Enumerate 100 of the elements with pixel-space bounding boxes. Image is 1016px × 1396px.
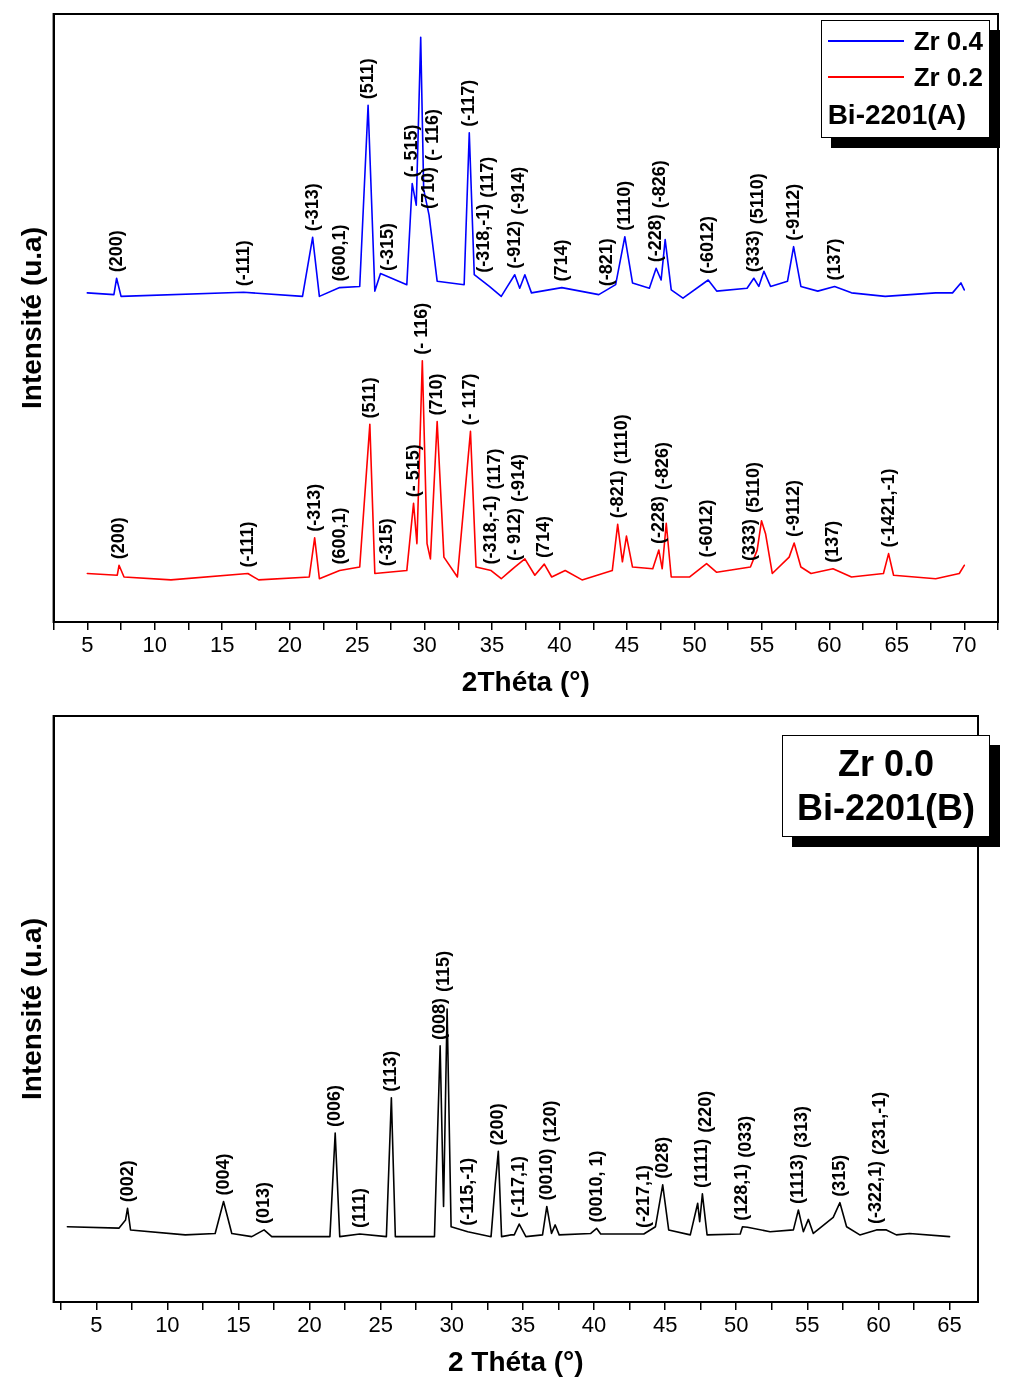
x-tick-label: 25 [344,632,370,658]
annotation: (-313) [301,183,322,232]
annotation: (-115,-1) [456,1157,477,1226]
x-tick-label: 50 [723,1312,749,1338]
annotation: (- 117) [459,373,480,426]
x-tick-label: 40 [581,1312,607,1338]
x-tick-label: 5 [90,1312,103,1338]
annotation: (-318,-1) [480,495,501,565]
annotation: (-9112) [782,183,803,241]
x-tick-label: 10 [142,632,168,658]
annotation: (006) [324,1084,345,1127]
annotation: (-217,1) [632,1164,653,1229]
x-tick-label: 10 [155,1312,180,1338]
x-tick-label: 60 [866,1312,891,1338]
annotation: (220) [695,1090,716,1133]
annotation: (- 515) [402,444,423,498]
annotation: (-9112) [783,480,804,538]
annotation: (013) [253,1181,274,1224]
annotation: (333) [742,230,763,273]
annotation: (-315) [375,518,396,567]
annotation: (600,1) [328,224,349,282]
annotation: (002) [116,1160,137,1203]
annotation: (033) [735,1115,756,1158]
annotation: (-6012) [697,215,718,274]
x-tick-label: 65 [937,1312,962,1338]
annotation: (113) [380,1050,401,1092]
x-tick-label: 15 [226,1312,251,1338]
annotation: (-914) [507,166,528,215]
annotation: (-111) [236,521,257,568]
annotation: (511) [358,377,379,419]
annotation: (-1421,-1) [877,468,898,548]
annotation: (-117,1) [508,1156,529,1219]
annotation: (137) [823,238,844,281]
x-tick-label: 20 [277,632,302,658]
annotation: (710) [426,373,447,416]
annotation: (1110) [610,414,631,465]
x-tick-label: 40 [547,632,572,658]
annotation: (-6012) [695,499,716,558]
annotation: (137) [821,520,842,563]
annotation: (5110) [743,461,764,514]
annotation: (128,1) [731,1163,752,1221]
annotation: (511) [357,58,378,100]
legend-title: Bi-2201(A) [827,98,968,132]
annotation: (004) [212,1153,233,1196]
annotation: (-111) [232,240,253,287]
annotation: (- 912) [503,508,524,562]
annotation: (-821) [606,470,627,519]
x-tick-label: 45 [652,1312,678,1338]
annotation: (200) [108,517,128,560]
annotation: (315) [828,1154,849,1197]
legend-label: Zr 0.2 [913,61,983,94]
annotation: (-821) [595,238,616,287]
annotation: (714) [533,516,554,559]
annotation: (-315) [377,223,398,272]
x-axis-title: 2Théta (°) [461,665,590,697]
legend-label: Zr 0.4 [913,25,983,58]
annotation: (5110) [746,173,767,225]
x-axis-title: 2 Théta (°) [447,1345,584,1377]
x-tick-label: 25 [368,1312,393,1338]
x-tick-label: 70 [952,632,977,658]
annotation: (-914) [507,454,528,503]
x-tick-label: 15 [210,632,235,658]
text: Zr 0.0 [837,742,934,786]
x-tick-label: 45 [614,632,640,658]
annotation: (-117) [458,79,479,127]
annotation: (- 116) [422,109,443,162]
x-tick-label: 30 [412,632,437,658]
annotation: (120) [539,1100,560,1143]
annotation: (600,1) [328,507,349,565]
annotation: (-228) [647,496,668,545]
annotation: (-912) [503,220,524,269]
annotation: (117) [476,156,497,198]
annotation: (231,-1) [869,1091,890,1155]
annotation: (117) [484,448,505,490]
annotation: (-313) [303,483,324,532]
annotation: (-318,-1) [472,203,493,273]
annotation: (200) [105,230,126,273]
x-tick-label: 35 [479,632,505,658]
x-tick-label: 60 [817,632,842,658]
x-tick-label: 50 [682,632,707,658]
annotation: (0010, 1) [585,1150,606,1223]
annotation: (313) [791,1105,812,1148]
annotation: (1111) [691,1138,712,1188]
annotation: (714) [550,239,571,282]
y-axis-title: Intensité (u.a) [15,226,47,410]
x-tick-label: 55 [749,632,775,658]
annotation: (200) [487,1103,508,1146]
x-tick-label: 35 [510,1312,536,1338]
text: (115) [433,950,454,992]
x-tick-label: 65 [884,632,910,658]
x-tick-label: 30 [439,1312,465,1338]
annotation: (-228) [645,214,666,263]
annotation: (0010) [535,1148,556,1201]
annotation: (-322,1) [865,1160,886,1224]
legend-title: Bi-2201(B) [796,786,975,830]
annotation: (111) [348,1187,369,1229]
annotation: (1113) [787,1153,808,1204]
annotation: (1110) [613,180,634,231]
x-tick-label: 20 [297,1312,322,1338]
x-tick-label: 5 [81,632,94,658]
